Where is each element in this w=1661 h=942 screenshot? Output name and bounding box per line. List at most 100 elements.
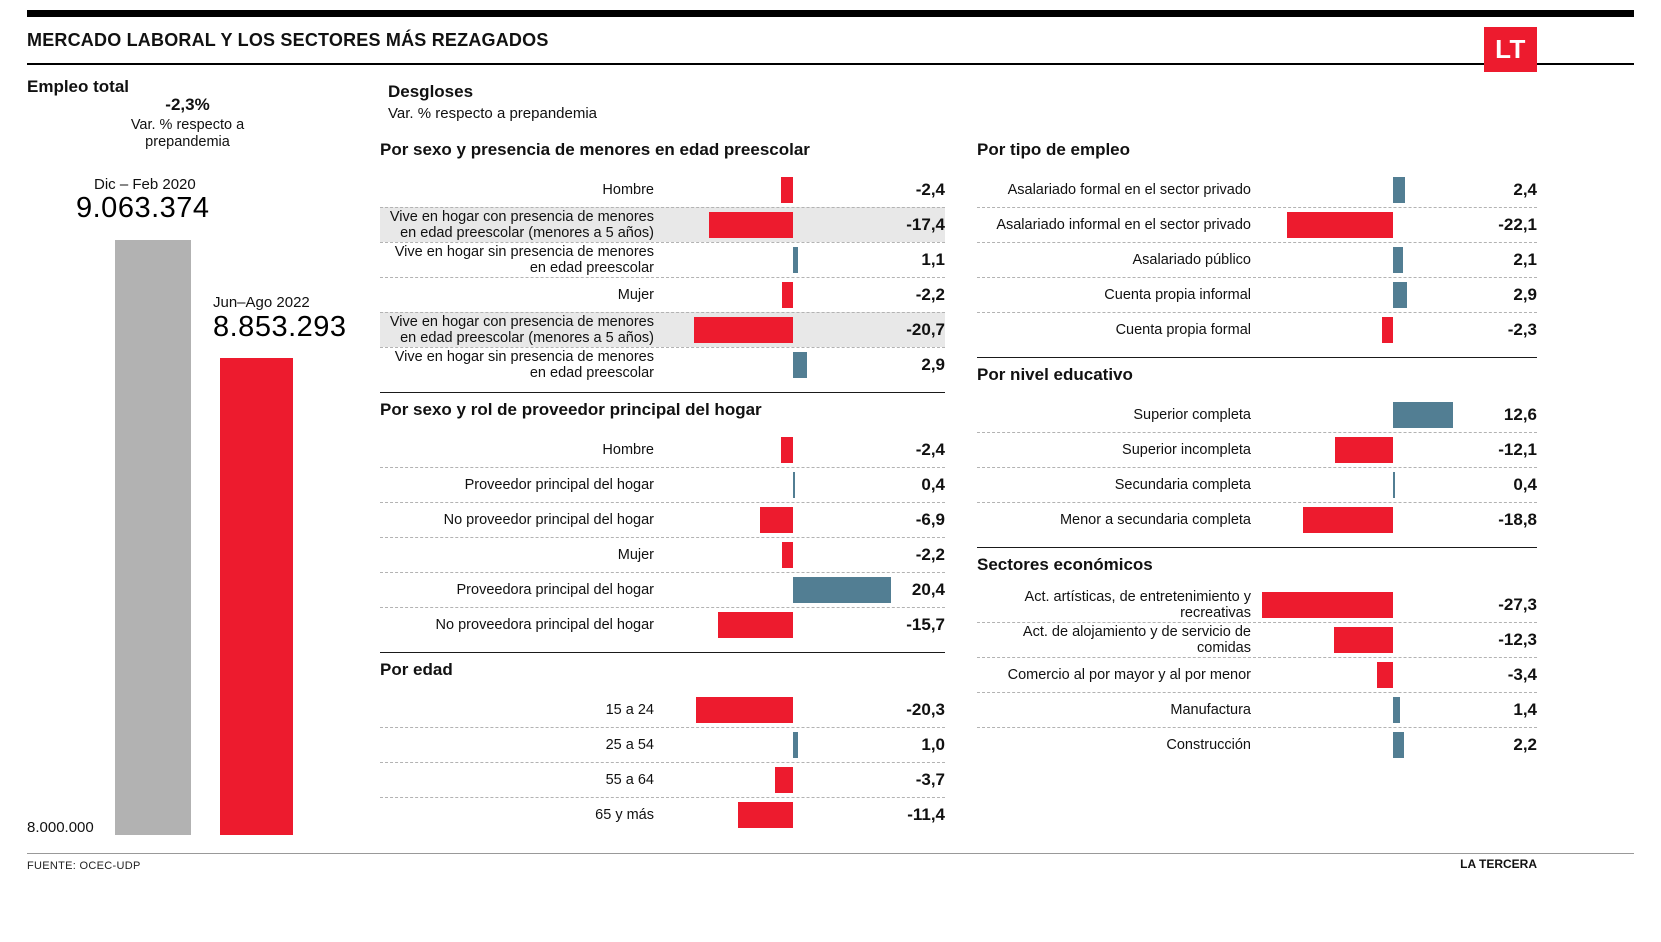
row-value: -3,7 (915, 770, 945, 789)
row-value: -6,9 (915, 510, 945, 529)
row-label: Secundaria completa (1114, 477, 1251, 493)
bar-row: Cuenta propia formal -2,3 (977, 312, 1537, 347)
bar-row: Proveedora principal del hogar 20,4 (380, 572, 945, 607)
employment-bar-2022 (220, 358, 293, 835)
section-title: Sectores económicos (977, 555, 1153, 574)
section-title: Por sexo y rol de proveedor principal de… (380, 400, 762, 419)
row-value: -27,3 (1498, 594, 1537, 614)
row-value: -2,4 (915, 439, 945, 459)
row-label: Asalariado público (1132, 252, 1252, 268)
row-label: 65 y más (595, 807, 654, 823)
bar-zone: -3,7 (663, 763, 945, 797)
change-caption: Var. % respecto a prepandemia (130, 117, 245, 150)
bar-row: Superior incompleta -12,1 (977, 432, 1537, 467)
bar-zone: -6,9 (663, 503, 945, 537)
row-value: 2,9 (921, 355, 945, 374)
bar-row: Vive en hogar con presencia de menores e… (380, 207, 945, 242)
period-label-2020: Dic – Feb 2020 (94, 176, 196, 193)
negative-bar (1376, 662, 1393, 688)
bar-zone: -2,3 (1260, 313, 1537, 347)
bar-row: Vive en hogar sin presencia de menores e… (380, 242, 945, 277)
bar-row: Asalariado informal en el sector privado… (977, 207, 1537, 242)
bar-zone: -15,7 (663, 608, 945, 642)
row-label: Superior completa (1133, 406, 1251, 423)
positive-bar (1393, 732, 1404, 758)
negative-bar (1261, 591, 1393, 618)
bar-row: 55 a 64 -3,7 (380, 762, 945, 797)
page-title: MERCADO LABORAL Y LOS SECTORES MÁS REZAG… (27, 30, 549, 50)
section: Por sexo y rol de proveedor principal de… (380, 392, 945, 642)
bar-row: Secundaria completa 0,4 (977, 467, 1537, 502)
positive-bar (1393, 176, 1405, 203)
bar-row: Proveedor principal del hogar 0,4 (380, 467, 945, 502)
positive-bar (793, 577, 891, 603)
section-title: Por edad (380, 660, 453, 679)
row-value: 0,4 (1513, 475, 1537, 494)
negative-bar (775, 767, 793, 793)
row-label: 25 a 54 (605, 737, 654, 753)
lt-logo-text: LT (1495, 34, 1526, 64)
bar-row: 25 a 54 1,0 (380, 727, 945, 762)
lt-logo: LT (1484, 27, 1537, 72)
row-label: Act. de alojamiento y de servicio de com… (1022, 624, 1251, 656)
bar-row: 65 y más -11,4 (380, 797, 945, 832)
bar-zone: -2,4 (663, 432, 945, 467)
positive-bar (1393, 697, 1400, 723)
row-value: -18,8 (1498, 510, 1537, 529)
bar-row: Vive en hogar sin presencia de menores e… (380, 347, 945, 382)
employment-title: Empleo total (27, 77, 130, 96)
row-label: 55 a 64 (605, 772, 654, 788)
row-label: Mujer (617, 547, 654, 563)
row-value: -15,7 (906, 615, 945, 634)
bar-zone: -2,2 (663, 538, 945, 572)
negative-bar (693, 317, 793, 343)
bar-zone: -20,3 (663, 692, 945, 727)
row-label: Proveedora principal del hogar (456, 582, 655, 598)
bar-row: Comercio al por mayor y al por menor -3,4 (977, 657, 1537, 692)
employment-change: -2,3% Var. % respecto a prepandemia (105, 95, 270, 151)
bar-zone: 2,9 (1260, 278, 1537, 312)
row-label: Vive en hogar con presencia de menores e… (389, 314, 654, 346)
row-label: Hombre (602, 441, 654, 458)
positive-bar (1393, 247, 1404, 273)
row-value: -20,3 (906, 699, 945, 719)
bar-row: Mujer -2,2 (380, 277, 945, 312)
bar-row: Menor a secundaria completa -18,8 (977, 502, 1537, 537)
negative-bar (738, 802, 793, 828)
section: Por nivel educativo Superior completa 12,6… (977, 357, 1537, 537)
bar-zone: 12,6 (1260, 397, 1537, 432)
negative-bar (1334, 437, 1393, 463)
baseline-label: 8.000.000 (27, 819, 94, 836)
top-rule (27, 10, 1634, 17)
bar-zone: -11,4 (663, 798, 945, 832)
positive-bar (1393, 282, 1407, 308)
bar-row: Manufactura 1,4 (977, 692, 1537, 727)
row-label: No proveedor principal del hogar (443, 512, 654, 528)
bar-zone: -22,1 (1260, 208, 1537, 242)
bar-zone: -20,7 (663, 313, 945, 347)
bar-zone: 0,4 (663, 468, 945, 502)
row-value: 2,9 (1513, 285, 1537, 304)
row-label: Mujer (617, 287, 654, 303)
negative-bar (782, 542, 793, 568)
section: Por tipo de empleo Asalariado formal en e… (977, 133, 1537, 347)
bar-zone: 2,4 (1260, 172, 1537, 207)
bar-zone: 2,2 (1260, 728, 1537, 762)
bar-row: Superior completa 12,6 (977, 397, 1537, 432)
value-label-2022: 8.853.293 (213, 311, 347, 343)
section: Por edad 15 a 24 -20,3 25 a 54 1,0 55 a 64 -3,… (380, 652, 945, 832)
breakdown-column-right: Por tipo de empleo Asalariado formal en e… (977, 133, 1537, 762)
bar-row: Hombre -2,4 (380, 432, 945, 467)
publisher-credit: LA TERCERA (1460, 857, 1537, 871)
row-value: -2,2 (915, 285, 945, 304)
bar-zone: -17,4 (663, 208, 945, 242)
change-value: -2,3% (165, 95, 210, 114)
row-value: -2,3 (1507, 320, 1537, 339)
bar-zone: 2,1 (1260, 243, 1537, 277)
bar-zone: 1,0 (663, 728, 945, 762)
bar-row: Asalariado público 2,1 (977, 242, 1537, 277)
row-value: -2,4 (915, 179, 945, 199)
positive-bar (793, 352, 807, 378)
positive-bar (793, 247, 799, 273)
row-label: Asalariado formal en el sector privado (1007, 181, 1251, 198)
